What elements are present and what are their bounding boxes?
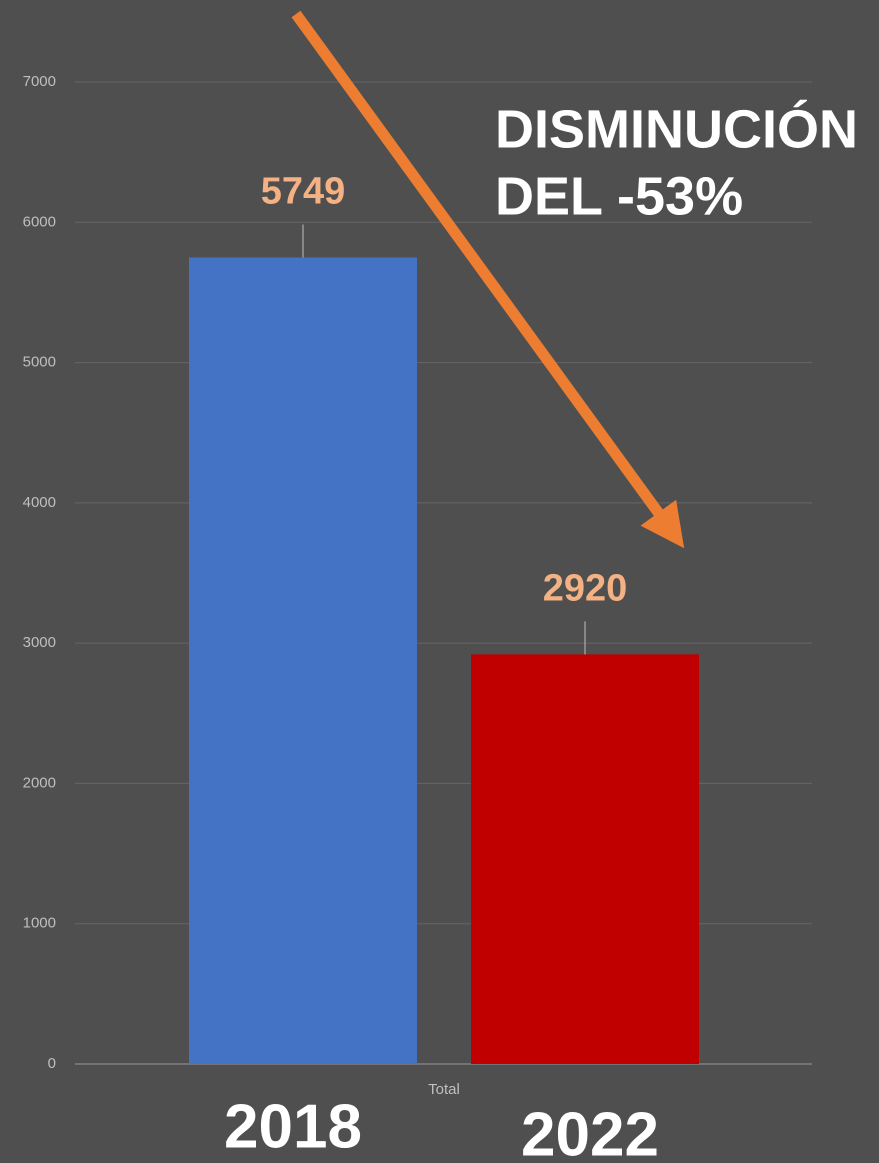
y-tick-label: 1000 <box>23 915 56 932</box>
annotation: DEL -53% <box>495 166 743 226</box>
y-tick-label: 3000 <box>23 634 56 651</box>
plot: 0 1000 2000 3000 4000 5000 6000 7000 Total 5749 20… <box>23 73 812 1163</box>
y-tick-label: 5000 <box>23 354 56 371</box>
x-tick-label: Total <box>428 1081 460 1098</box>
bar <box>189 257 417 1064</box>
data-label: 5749 <box>261 171 346 213</box>
y-tick-label: 4000 <box>23 494 56 511</box>
y-tick-label: 2000 <box>23 774 56 791</box>
legend-label: 2018 <box>224 1092 362 1161</box>
trend-arrow <box>291 10 685 549</box>
data-label: 2920 <box>543 567 628 609</box>
y-tick-label: 0 <box>48 1055 56 1072</box>
annotation: DISMINUCIÓN <box>495 99 858 159</box>
y-tick-label: 7000 <box>23 73 56 90</box>
legend-label: 2022 <box>521 1100 659 1163</box>
bar <box>471 654 699 1064</box>
y-tick-label: 6000 <box>23 213 56 230</box>
